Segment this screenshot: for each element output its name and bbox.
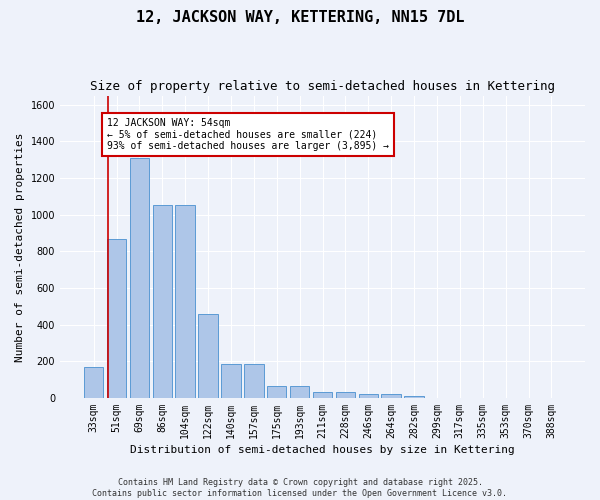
- Bar: [313, 392, 332, 398]
- Bar: [175, 204, 195, 398]
- Bar: [152, 204, 172, 398]
- Y-axis label: Number of semi-detached properties: Number of semi-detached properties: [15, 132, 25, 362]
- Bar: [404, 396, 424, 398]
- Bar: [244, 364, 263, 398]
- Text: 12, JACKSON WAY, KETTERING, NN15 7DL: 12, JACKSON WAY, KETTERING, NN15 7DL: [136, 10, 464, 25]
- Bar: [267, 386, 286, 398]
- Bar: [335, 392, 355, 398]
- Bar: [199, 314, 218, 398]
- Bar: [130, 158, 149, 398]
- Bar: [290, 386, 310, 398]
- Title: Size of property relative to semi-detached houses in Kettering: Size of property relative to semi-detach…: [90, 80, 555, 93]
- Bar: [221, 364, 241, 398]
- Bar: [382, 394, 401, 398]
- Text: 12 JACKSON WAY: 54sqm
← 5% of semi-detached houses are smaller (224)
93% of semi: 12 JACKSON WAY: 54sqm ← 5% of semi-detac…: [107, 118, 389, 150]
- X-axis label: Distribution of semi-detached houses by size in Kettering: Distribution of semi-detached houses by …: [130, 445, 515, 455]
- Bar: [359, 394, 378, 398]
- Bar: [84, 367, 103, 398]
- Bar: [107, 238, 126, 398]
- Text: Contains HM Land Registry data © Crown copyright and database right 2025.
Contai: Contains HM Land Registry data © Crown c…: [92, 478, 508, 498]
